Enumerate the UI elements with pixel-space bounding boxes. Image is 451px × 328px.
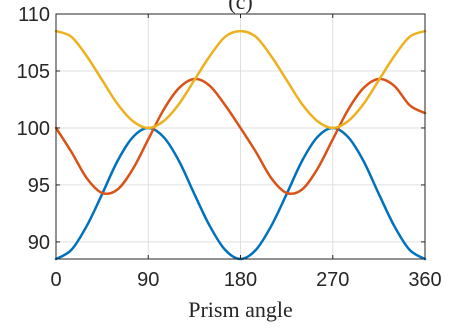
grid [55,13,426,259]
series-line-2 [54,77,427,195]
x-axis-title: Prism angle [188,297,293,322]
tick-marks [55,13,426,259]
y-tick-label: 90 [28,232,50,254]
y-tick-label: 100 [17,118,50,140]
x-tick-label: 360 [408,269,441,291]
x-tick-label: 180 [224,269,257,291]
x-tick-label: 90 [137,269,159,291]
x-tick-labels: 0 90 180 270 360 [50,269,441,291]
x-tick-label: 270 [316,269,349,291]
y-tick-label: 95 [28,175,50,197]
series-line-3 [54,29,427,130]
y-tick-labels: 90 95 100 105 110 [17,4,50,254]
y-tick-label: 105 [17,61,50,83]
chart-title: (c) [228,0,252,14]
x-tick-label: 0 [50,269,61,291]
y-tick-label: 110 [18,4,50,26]
